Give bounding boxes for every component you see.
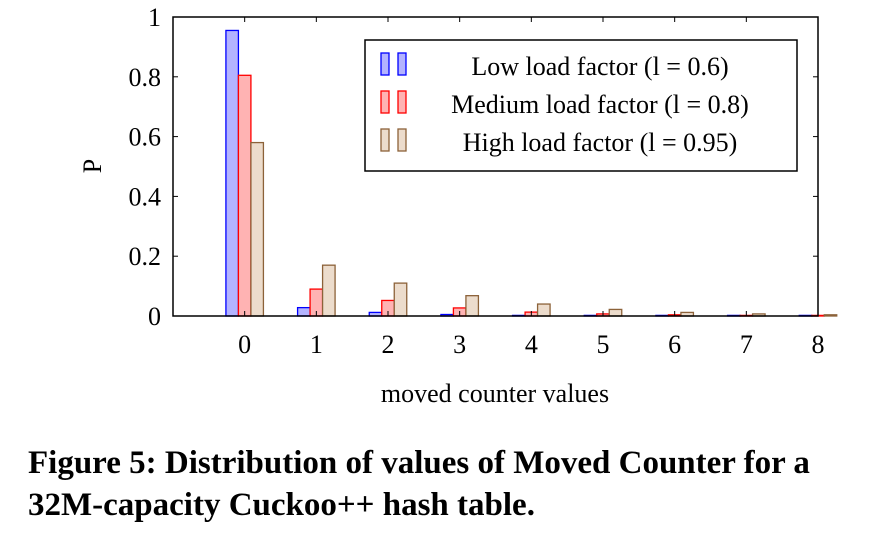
x-tick-label: 5 xyxy=(597,330,610,359)
legend-label: Medium load factor (l = 0.8) xyxy=(451,90,749,119)
legend-entry-3: High load factor (l = 0.95) xyxy=(380,128,738,157)
y-tick-label: 0.6 xyxy=(129,123,162,152)
y-tick-label: 0.4 xyxy=(129,182,162,211)
legend-box xyxy=(364,39,798,172)
legend: Low load factor (l = 0.6) Medium load fac… xyxy=(364,39,798,172)
x-tick-label: 2 xyxy=(382,330,395,359)
figure-caption: Figure 5: Distribution of values of Move… xyxy=(28,445,810,523)
x-tick-label: 8 xyxy=(812,330,825,359)
y-tick-label: 1 xyxy=(148,3,161,32)
bar-series-1-cat-0 xyxy=(225,29,240,317)
y-tick-label: 0.2 xyxy=(129,242,162,271)
x-tick-label: 1 xyxy=(310,330,323,359)
bar-series-3-cat-4 xyxy=(536,303,551,317)
y-tick-label: 0 xyxy=(148,302,161,331)
legend-label: Low load factor (l = 0.6) xyxy=(471,52,728,81)
x-tick-label: 6 xyxy=(668,330,681,359)
x-tick-label: 4 xyxy=(525,330,538,359)
legend-entry-1: Low load factor (l = 0.6) xyxy=(380,52,729,81)
legend-entry-2: Medium load factor (l = 0.8) xyxy=(380,90,749,119)
legend-swatch xyxy=(380,90,390,114)
x-tick-label: 3 xyxy=(453,330,466,359)
x-tick-label: 0 xyxy=(238,330,251,359)
bar-chart: 0 1 2 3 4 5 6 7 8 0 0.2 0.4 0.6 0.8 1 P moved counter … xyxy=(78,3,838,408)
legend-swatch xyxy=(380,128,390,152)
bar-series-3-cat-2 xyxy=(393,282,408,317)
legend-swatch xyxy=(380,52,390,76)
bar-series-2-cat-0 xyxy=(237,74,252,317)
legend-swatch xyxy=(397,90,407,114)
bar-series-3-cat-1 xyxy=(321,264,336,317)
y-tick-label: 0.8 xyxy=(129,63,162,92)
bar-series-3-cat-5 xyxy=(608,308,623,317)
legend-label: High load factor (l = 0.95) xyxy=(463,128,738,157)
legend-swatch xyxy=(397,52,407,76)
bar-series-3-cat-8 xyxy=(823,314,838,317)
bar-series-1-cat-1 xyxy=(296,306,311,317)
legend-swatch xyxy=(397,128,407,152)
x-tick-label: 7 xyxy=(740,330,753,359)
x-axis-label: moved counter values xyxy=(381,379,609,408)
y-axis-label: P xyxy=(78,159,107,173)
bar-series-3-cat-3 xyxy=(465,295,480,317)
chart-figure: 0 1 2 3 4 5 6 7 8 0 0.2 0.4 0.6 0.8 1 P moved counter … xyxy=(78,3,838,408)
plot-frame xyxy=(172,16,819,317)
bar-series-3-cat-0 xyxy=(250,141,265,317)
